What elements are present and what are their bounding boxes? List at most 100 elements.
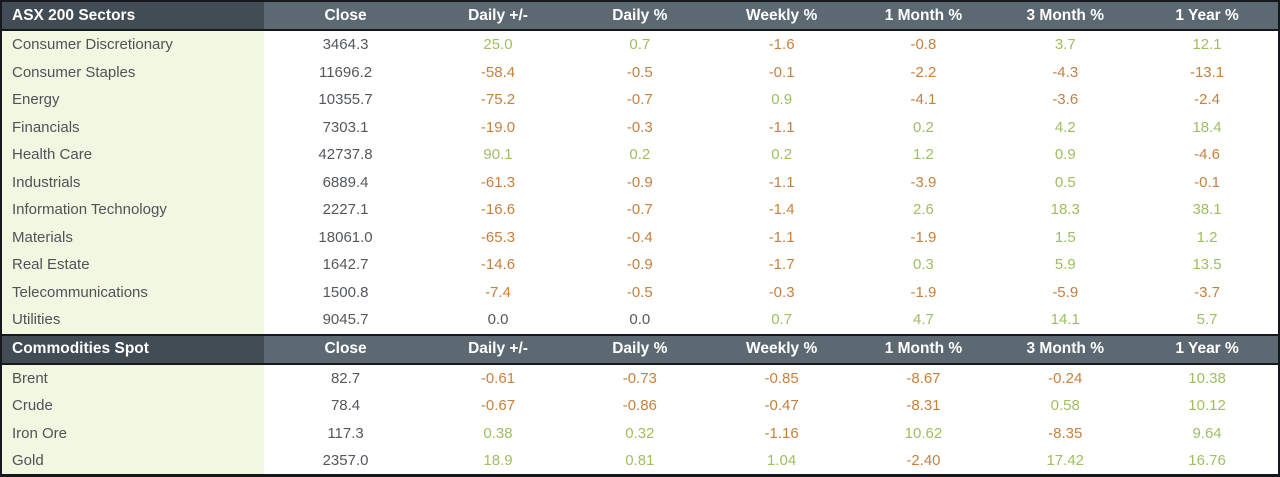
value-cell: -1.4: [710, 196, 853, 224]
row-label: Consumer Staples: [2, 58, 264, 86]
value-cell: -0.3: [710, 278, 853, 306]
value-cell: -8.67: [852, 364, 995, 392]
value-cell: -3.9: [852, 168, 995, 196]
value-cell: 2357.0: [264, 447, 428, 474]
table-row: Real Estate 1642.7 -14.6 -0.9 -1.7 0.3 5.9 13.…: [2, 251, 1278, 279]
value-cell: -0.3: [568, 113, 711, 141]
value-cell: -1.1: [710, 168, 853, 196]
value-cell: -65.3: [427, 223, 569, 251]
value-cell: 0.9: [710, 86, 853, 114]
row-label: Energy: [2, 86, 264, 114]
table-row: Information Technology 2227.1 -16.6 -0.7 -1…: [2, 196, 1278, 224]
value-cell: 0.2: [852, 113, 995, 141]
value-cell: 9.64: [1136, 419, 1278, 447]
value-cell: -1.1: [710, 113, 853, 141]
table-row: Health Care 42737.8 90.1 0.2 0.2 1.2 0.9 -4.6: [2, 141, 1278, 169]
table-row: Brent 82.7 -0.61 -0.73 -0.85 -8.67 -0.24 10.38: [2, 364, 1278, 392]
value-cell: 6889.4: [264, 168, 428, 196]
value-cell: 0.0: [427, 306, 569, 334]
value-cell: -0.85: [710, 364, 853, 392]
value-cell: -61.3: [427, 168, 569, 196]
row-label: Utilities: [2, 306, 264, 334]
table-title: ASX 200 Sectors: [2, 2, 264, 29]
value-cell: 11696.2: [264, 58, 428, 86]
value-cell: 0.58: [994, 392, 1137, 420]
value-cell: -0.4: [568, 223, 711, 251]
value-cell: 82.7: [264, 364, 428, 392]
value-cell: -16.6: [427, 196, 569, 224]
value-cell: -0.9: [568, 168, 711, 196]
value-cell: 42737.8: [264, 141, 428, 169]
value-cell: -0.1: [710, 58, 853, 86]
table-row: Iron Ore 117.3 0.38 0.32 -1.16 10.62 -8.35 9.6…: [2, 419, 1278, 447]
value-cell: -5.9: [994, 278, 1137, 306]
value-cell: 5.7: [1136, 306, 1278, 334]
value-cell: 0.7: [568, 31, 711, 59]
value-cell: -0.47: [710, 392, 853, 420]
value-cell: 1642.7: [264, 251, 428, 279]
value-cell: 7303.1: [264, 113, 428, 141]
value-cell: 0.2: [710, 141, 853, 169]
table-body: Brent 82.7 -0.61 -0.73 -0.85 -8.67 -0.24 10.38…: [2, 364, 1278, 474]
value-cell: -4.1: [852, 86, 995, 114]
value-cell: 18.9: [427, 447, 569, 474]
row-label: Health Care: [2, 141, 264, 169]
row-label: Industrials: [2, 168, 264, 196]
column-header: 3 Month %: [994, 2, 1137, 29]
value-cell: -19.0: [427, 113, 569, 141]
value-cell: 38.1: [1136, 196, 1278, 224]
value-cell: 4.2: [994, 113, 1137, 141]
value-cell: -0.73: [568, 364, 711, 392]
value-cell: 17.42: [994, 447, 1137, 474]
value-cell: 0.3: [852, 251, 995, 279]
value-cell: 13.5: [1136, 251, 1278, 279]
row-label: Materials: [2, 223, 264, 251]
column-header: Daily %: [568, 2, 711, 29]
value-cell: 3.7: [994, 31, 1137, 59]
value-cell: 12.1: [1136, 31, 1278, 59]
column-header: 1 Month %: [852, 335, 995, 363]
row-label: Crude: [2, 392, 264, 420]
value-cell: -0.7: [568, 196, 711, 224]
value-cell: -0.7: [568, 86, 711, 114]
table-header-row: ASX 200 Sectors Close Daily +/- Daily % Wee…: [2, 2, 1278, 31]
value-cell: -1.16: [710, 419, 853, 447]
value-cell: 18061.0: [264, 223, 428, 251]
row-label: Consumer Discretionary: [2, 31, 264, 59]
value-cell: 25.0: [427, 31, 569, 59]
table-row: Materials 18061.0 -65.3 -0.4 -1.1 -1.9 1.5 1.2: [2, 223, 1278, 251]
value-cell: 0.32: [568, 419, 711, 447]
column-header: Daily +/-: [427, 2, 569, 29]
value-cell: 117.3: [264, 419, 428, 447]
value-cell: -2.40: [852, 447, 995, 474]
value-cell: 1.04: [710, 447, 853, 474]
value-cell: -0.9: [568, 251, 711, 279]
value-cell: 10.12: [1136, 392, 1278, 420]
table-row: Energy 10355.7 -75.2 -0.7 0.9 -4.1 -3.6 -2.4: [2, 86, 1278, 114]
column-header: 3 Month %: [994, 335, 1137, 363]
value-cell: -1.9: [852, 223, 995, 251]
column-header: Weekly %: [710, 335, 853, 363]
table-body: Consumer Discretionary 3464.3 25.0 0.7 -1.6…: [2, 31, 1278, 334]
value-cell: -14.6: [427, 251, 569, 279]
value-cell: 1.2: [852, 141, 995, 169]
value-cell: 1.2: [1136, 223, 1278, 251]
column-header: Weekly %: [710, 2, 853, 29]
value-cell: -0.24: [994, 364, 1137, 392]
value-cell: -75.2: [427, 86, 569, 114]
value-cell: -0.61: [427, 364, 569, 392]
table-row: Consumer Discretionary 3464.3 25.0 0.7 -1.6…: [2, 31, 1278, 59]
table-row: Gold 2357.0 18.9 0.81 1.04 -2.40 17.42 16.76: [2, 447, 1278, 474]
value-cell: -13.1: [1136, 58, 1278, 86]
table-row: Industrials 6889.4 -61.3 -0.9 -1.1 -3.9 0.5 -0…: [2, 168, 1278, 196]
value-cell: -0.5: [568, 278, 711, 306]
value-cell: -1.7: [710, 251, 853, 279]
value-cell: 1500.8: [264, 278, 428, 306]
data-table-section: Commodities Spot Close Daily +/- Daily % We…: [2, 333, 1278, 474]
value-cell: -0.67: [427, 392, 569, 420]
value-cell: -2.4: [1136, 86, 1278, 114]
value-cell: -7.4: [427, 278, 569, 306]
value-cell: -1.6: [710, 31, 853, 59]
table-row: Utilities 9045.7 0.0 0.0 0.7 4.7 14.1 5.7: [2, 306, 1278, 334]
